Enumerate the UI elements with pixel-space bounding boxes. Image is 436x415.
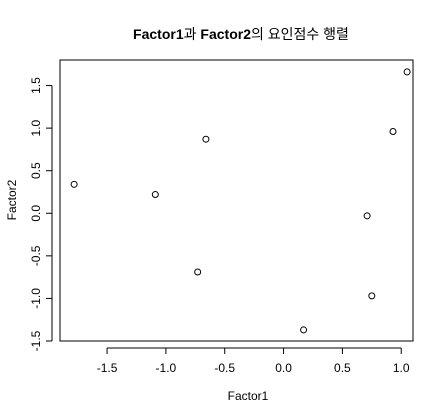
x-tick-label: 0.0 bbox=[275, 361, 292, 375]
x-tick-label: -0.5 bbox=[214, 361, 235, 375]
data-point bbox=[70, 180, 78, 188]
data-points bbox=[70, 68, 411, 334]
title-part-3: 의 요인점수 행렬 bbox=[251, 26, 349, 42]
x-axis: -1.5 -1.0 -0.5 0.0 0.5 1.0 bbox=[97, 347, 410, 375]
x-axis-label: Factor1 bbox=[228, 389, 269, 403]
title-part-1: 과 bbox=[184, 26, 201, 42]
y-tick-label: -1.5 bbox=[29, 330, 43, 351]
y-tick-label: -1.0 bbox=[29, 288, 43, 309]
data-point bbox=[368, 292, 376, 300]
data-point bbox=[389, 128, 397, 136]
y-tick-label: 1.5 bbox=[29, 77, 43, 94]
x-tick-label: 0.5 bbox=[334, 361, 351, 375]
x-tick-label: -1.5 bbox=[97, 361, 118, 375]
data-point bbox=[403, 68, 411, 76]
y-axis-label: Factor2 bbox=[5, 179, 19, 220]
data-point bbox=[194, 268, 202, 276]
y-tick-label: 0.5 bbox=[29, 162, 43, 179]
plot-area-border bbox=[59, 59, 414, 342]
data-point bbox=[363, 212, 371, 220]
x-tick-label: 1.0 bbox=[393, 361, 410, 375]
chart-title: Factor1과 Factor2의 요인점수 행렬 bbox=[133, 26, 349, 42]
y-tick-label: -0.5 bbox=[29, 245, 43, 266]
y-axis: -1.5 -1.0 -0.5 0.0 0.5 1.0 1.5 bbox=[29, 77, 53, 351]
y-tick-label: 1.0 bbox=[29, 119, 43, 136]
title-part-0: Factor1 bbox=[133, 26, 184, 42]
data-point bbox=[151, 191, 159, 199]
x-tick-label: -1.0 bbox=[156, 361, 177, 375]
data-point bbox=[300, 326, 308, 334]
y-tick-label: 0.0 bbox=[29, 205, 43, 222]
title-part-2: Factor2 bbox=[200, 26, 251, 42]
data-point bbox=[202, 135, 210, 143]
